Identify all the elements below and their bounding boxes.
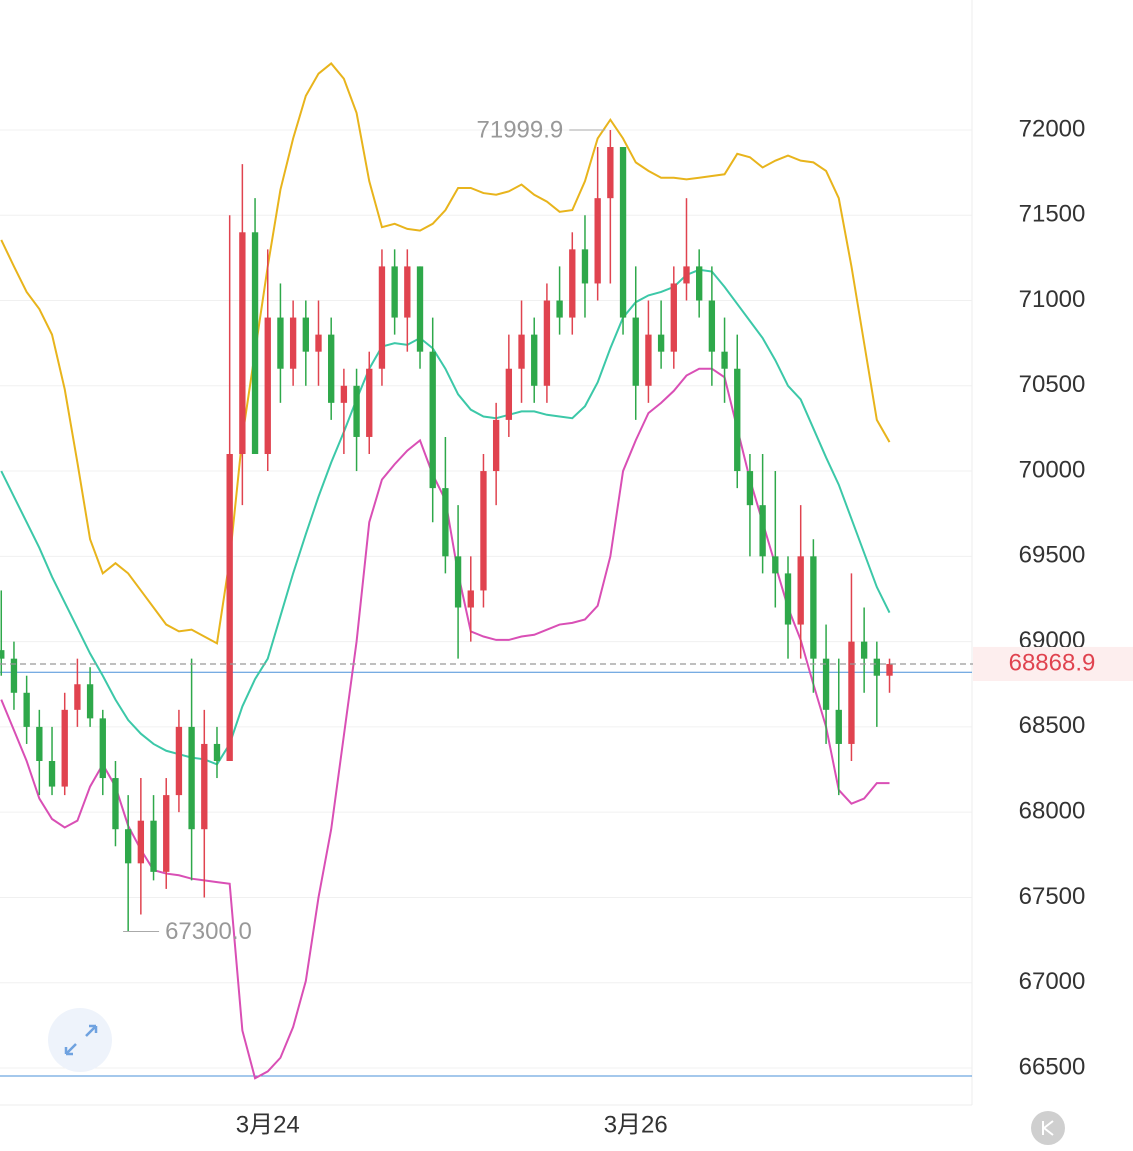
candle-body	[594, 198, 601, 284]
candle-body	[873, 658, 881, 676]
y-tick-label: 71000	[1019, 286, 1086, 313]
candle-body	[239, 232, 246, 455]
candle-body	[328, 334, 335, 403]
candle-body	[10, 658, 18, 693]
candle-body	[886, 663, 893, 676]
candle-body	[759, 505, 766, 557]
candle-body	[505, 368, 513, 420]
candle-body	[353, 385, 360, 437]
y-tick-label: 69500	[1019, 542, 1086, 569]
candle-body	[835, 709, 842, 744]
candle-body	[99, 718, 106, 779]
y-tick-label: 68000	[1019, 798, 1086, 825]
candle-body	[683, 266, 690, 284]
y-tick-label: 67500	[1019, 883, 1086, 910]
candle-body	[797, 556, 804, 625]
k-button[interactable]	[1031, 1111, 1065, 1145]
candle-body	[619, 147, 627, 318]
k-button-bg[interactable]	[1031, 1111, 1065, 1145]
candle-body	[251, 232, 259, 455]
candle-body	[696, 266, 703, 301]
candle-body	[416, 266, 424, 352]
candle-body	[860, 641, 868, 659]
candle-body	[467, 590, 474, 608]
candle-body	[670, 283, 677, 352]
candle-body	[746, 471, 754, 506]
candle-body	[188, 726, 195, 830]
last-price-label: 68868.9	[1009, 649, 1096, 676]
candle-body	[340, 385, 348, 403]
candle-body	[607, 147, 614, 199]
candle-body	[734, 368, 741, 472]
candle-body	[784, 573, 792, 625]
candle-body	[150, 820, 157, 872]
candle-body	[302, 317, 309, 352]
annotation-label: 71999.9	[477, 116, 564, 143]
candle-body	[429, 351, 436, 489]
candle-body	[822, 658, 830, 710]
candle-body	[226, 454, 233, 761]
candle-body	[772, 556, 779, 574]
candle-body	[645, 334, 652, 386]
candle-body	[277, 317, 284, 369]
candle-body	[848, 641, 855, 744]
candle-body	[556, 300, 563, 318]
y-tick-label: 72000	[1019, 115, 1086, 142]
candle-body	[124, 829, 132, 864]
candle-body	[48, 760, 56, 787]
candle-body	[569, 249, 576, 318]
expand-button[interactable]	[48, 1008, 112, 1072]
expand-icon[interactable]	[64, 1024, 98, 1056]
candle-body	[213, 743, 221, 761]
candle-body	[721, 351, 728, 369]
candle-body	[531, 334, 538, 386]
candle-body	[74, 684, 81, 710]
candle-body	[86, 684, 94, 719]
band-line	[0, 268, 891, 766]
candle-body	[289, 317, 297, 369]
annotation-label: 67300.0	[165, 918, 252, 945]
candle-body	[201, 743, 208, 830]
candle-body	[23, 692, 30, 727]
candle-body	[137, 820, 145, 864]
y-tick-label: 70000	[1019, 456, 1086, 483]
candle-body	[264, 317, 271, 455]
x-tick-label: 3月24	[236, 1111, 300, 1138]
candle-body	[454, 556, 462, 608]
candle-body	[810, 556, 817, 659]
k-icon[interactable]	[1042, 1120, 1054, 1136]
candle-body	[442, 488, 449, 557]
candle-body	[163, 795, 170, 872]
candle-body	[391, 266, 398, 318]
candle-body	[657, 334, 665, 352]
candle-body	[543, 300, 551, 386]
candle-body	[518, 334, 525, 369]
candle-body	[112, 778, 119, 830]
candle-body	[36, 726, 43, 761]
y-tick-label: 70500	[1019, 371, 1086, 398]
y-tick-label: 68500	[1019, 712, 1086, 739]
plot-area	[0, 62, 1133, 1080]
y-tick-label: 67000	[1019, 968, 1086, 995]
candle-body	[366, 368, 373, 437]
candle-body	[378, 266, 386, 369]
candle-body	[708, 300, 716, 352]
candle-body	[581, 249, 589, 284]
x-tick-label: 3月26	[604, 1111, 668, 1138]
candle-body	[492, 419, 500, 472]
y-tick-label: 66500	[1019, 1053, 1086, 1080]
y-tick-label: 71500	[1019, 201, 1086, 228]
candle-body	[61, 709, 68, 787]
band-line	[0, 62, 891, 645]
candle-body	[632, 317, 639, 386]
expand-button-bg[interactable]	[48, 1008, 112, 1072]
candle-body	[315, 334, 322, 352]
candle-body	[0, 650, 5, 659]
candle-body	[480, 471, 487, 591]
candle-body	[175, 726, 183, 796]
candle-body	[404, 266, 411, 318]
last-price-box	[973, 646, 1133, 681]
